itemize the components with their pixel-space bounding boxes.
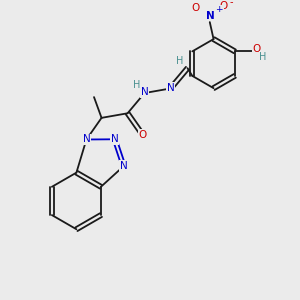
Text: +: + [215,5,223,14]
Text: N: N [120,161,128,171]
Text: O: O [191,3,200,13]
Text: N: N [167,82,174,92]
Text: H: H [260,52,267,62]
Text: N: N [111,134,119,144]
Text: N: N [206,11,215,20]
Text: N: N [82,134,90,145]
Text: H: H [133,80,141,91]
Text: O: O [252,44,261,55]
Text: H: H [176,56,184,66]
Text: O: O [220,1,228,11]
Text: O: O [139,130,147,140]
Text: N: N [141,87,148,97]
Text: -: - [230,0,233,7]
